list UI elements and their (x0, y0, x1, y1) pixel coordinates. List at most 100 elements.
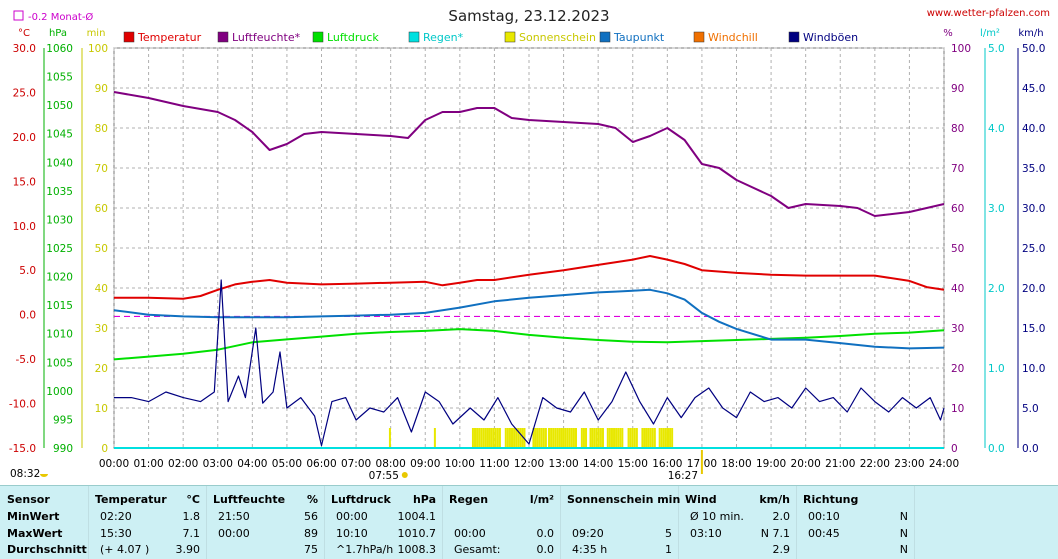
sunrise-icon (401, 472, 408, 478)
sunshine-bar (544, 428, 547, 448)
tick-humidity: 90 (951, 83, 964, 95)
sunshine-bar (580, 428, 583, 448)
tick-time: 13:00 (548, 458, 578, 470)
stats-time: 10:10 (336, 527, 368, 540)
legend-label: Taupunkt (613, 31, 665, 44)
tick-time: 07:00 (341, 458, 371, 470)
stats-time: 09:20 (572, 527, 604, 540)
sunshine-bar (669, 428, 672, 448)
stats-value: 89 (304, 527, 318, 540)
stats-value: 1.8 (182, 510, 201, 523)
legend-swatch (312, 31, 324, 43)
stats-value: N (899, 510, 908, 523)
sunshine-bar (490, 428, 493, 448)
sunshine-bar (660, 428, 663, 448)
tick-pressure: 1015 (46, 300, 73, 312)
sunshine-bar (521, 428, 524, 448)
tick-pressure: 1050 (46, 100, 73, 112)
tick-time: 01:00 (133, 458, 163, 470)
stats-time: 15:30 (100, 527, 132, 540)
sunshine-bar (532, 428, 535, 448)
sunshine-bar (556, 428, 559, 448)
tick-time: 20:00 (791, 458, 821, 470)
sunshine-bar (471, 428, 474, 448)
tick-pressure: 1035 (46, 186, 73, 198)
sunshine-bar (476, 428, 479, 448)
stats-unit: hPa (412, 493, 436, 506)
stats-value: 7.1 (182, 527, 201, 540)
tick-wind: 45.0 (1022, 83, 1045, 95)
tick-sunshine: 80 (95, 123, 108, 135)
sunshine-bar (492, 428, 495, 448)
stats-value: N (899, 543, 908, 556)
tick-sunshine: 40 (95, 283, 108, 295)
sunshine-bar (645, 428, 648, 448)
sunshine-bar (649, 428, 652, 448)
legend-swatch (599, 31, 611, 43)
tick-humidity: 20 (951, 363, 964, 375)
stats-header: Sonnenschein min (567, 493, 681, 506)
stats-header: Luftdruck (331, 493, 391, 506)
sunshine-bar (542, 428, 545, 448)
sunshine-bar (613, 428, 616, 448)
tick-humidity: 40 (951, 283, 964, 295)
stats-value: 2.0 (772, 510, 791, 523)
tick-rain: 0.0 (988, 443, 1005, 455)
stats-value: 1004.1 (397, 510, 437, 523)
stats-time: 02:20 (100, 510, 132, 523)
tick-temperature: 10.0 (13, 221, 36, 233)
sunshine-bar (599, 428, 602, 448)
stats-value: 56 (304, 510, 318, 523)
tick-pressure: 1040 (46, 157, 73, 169)
tick-humidity: 60 (951, 203, 964, 215)
tick-wind: 0.0 (1022, 443, 1039, 455)
stats-time: Gesamt: (454, 543, 501, 556)
sunshine-bar (550, 428, 553, 448)
sunshine-bar (564, 428, 567, 448)
sunshine-bar (572, 428, 575, 448)
sunshine-bar (474, 428, 477, 448)
tick-wind: 25.0 (1022, 243, 1045, 255)
sunshine-bar (511, 428, 514, 448)
sunshine-bar (482, 428, 485, 448)
sunshine-bar (610, 428, 613, 448)
axis-unit-left: min (87, 28, 106, 39)
tick-pressure: 990 (53, 443, 73, 455)
tick-wind: 20.0 (1022, 283, 1045, 295)
tick-temperature: 20.0 (13, 132, 36, 144)
stats-unit: °C (186, 493, 200, 506)
sun-markers: 07:55 16:27 08:32 (10, 450, 703, 482)
site-url[interactable]: www.wetter-pfalzen.com (927, 8, 1050, 19)
stats-value: N 7.1 (760, 527, 790, 540)
series-line-temperatur (114, 255, 945, 300)
sunshine-bar (633, 428, 636, 448)
tick-time: 02:00 (168, 458, 198, 470)
axis-unit-left: °C (18, 28, 30, 39)
tick-sunshine: 50 (95, 243, 108, 255)
sunshine-bar (671, 428, 674, 448)
sunshine-bar (506, 428, 509, 448)
tick-time: 04:00 (237, 458, 267, 470)
sunshine-bar (540, 428, 543, 448)
axis-units: °C hPa min% l/m² km/h (18, 28, 1044, 39)
tick-time: 16:00 (652, 458, 682, 470)
legend-swatch (788, 31, 800, 43)
tick-temperature: -15.0 (9, 443, 36, 455)
series (113, 91, 945, 449)
tick-pressure: 1030 (46, 214, 73, 226)
sunshine-bar (595, 428, 598, 448)
sunshine-bar (647, 428, 650, 448)
sunshine-bar (664, 428, 667, 448)
tick-pressure: 995 (53, 414, 73, 426)
tick-humidity: 0 (951, 443, 958, 455)
stats-value: 1 (665, 543, 672, 556)
tick-pressure: 1025 (46, 243, 73, 255)
sunshine-bar (504, 428, 507, 448)
tick-temperature: 5.0 (19, 265, 36, 277)
legend-swatch (693, 31, 705, 43)
tick-labels: 30.0 25.0 20.0 15.0 10.0 5.0 0.0 -5.0 -10.0 -15.0… (9, 43, 1046, 470)
sunshine-bar (534, 428, 537, 448)
sunshine-bar (566, 428, 569, 448)
sunshine-bar (615, 428, 618, 448)
tick-time: 03:00 (203, 458, 233, 470)
